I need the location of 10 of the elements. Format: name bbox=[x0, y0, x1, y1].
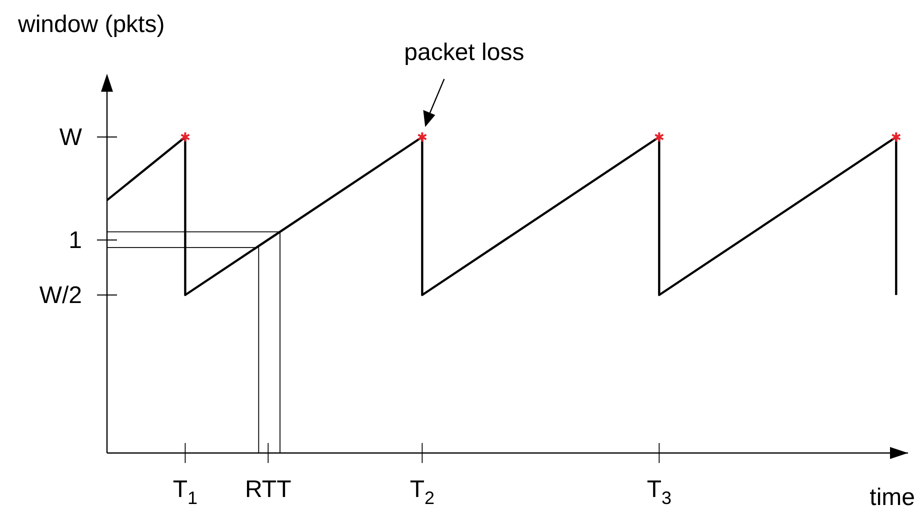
x-tick-label: RTT bbox=[245, 476, 292, 503]
annotation: packet loss bbox=[404, 39, 524, 66]
text: 1 bbox=[68, 227, 82, 254]
x-tick-label: T$_{3}$ bbox=[646, 476, 672, 508]
x-tick-label: T$_{1}$ bbox=[172, 476, 198, 508]
text: W/2 bbox=[39, 282, 82, 309]
y-axis-title: window (pkts) bbox=[17, 11, 165, 38]
text: W bbox=[59, 124, 82, 151]
x-axis-title: time bbox=[870, 484, 915, 511]
x-tick-label: T$_{2}$ bbox=[410, 476, 435, 508]
